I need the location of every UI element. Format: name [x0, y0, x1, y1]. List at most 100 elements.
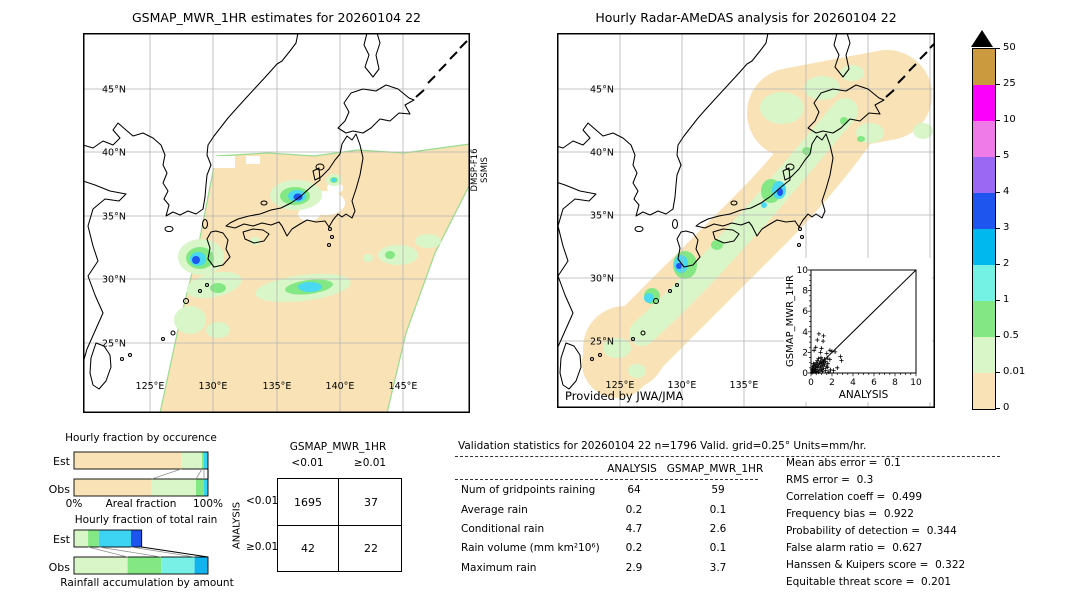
stats-value: 0.1 — [709, 504, 727, 516]
score-value: 0.3 — [856, 474, 874, 486]
bar-segment — [161, 557, 195, 574]
bar-segment — [203, 479, 208, 496]
scatter-point — [825, 361, 830, 366]
score-label: False alarm ratio — [786, 542, 892, 554]
lon-label: 140°E — [326, 381, 355, 392]
map-frame — [557, 33, 935, 408]
bar-segment — [127, 557, 162, 574]
scatter-point — [818, 364, 823, 369]
colorbar-segment — [973, 337, 995, 373]
svg-text:2: 2 — [802, 348, 808, 358]
gridlines — [557, 33, 935, 408]
lat-label: 30°N — [590, 274, 614, 285]
colorbar-tick — [996, 408, 1000, 409]
left-map-title: GSMAP_MWR_1HR estimates for 20260104 22 — [132, 10, 421, 25]
scatter-point — [824, 364, 829, 369]
precip-light — [603, 65, 933, 378]
scatter-point — [820, 363, 825, 368]
precip-intense — [676, 188, 783, 269]
divider — [455, 479, 758, 480]
inset-scatter-panel: 0 2 4 6 8 10 0 2 4 6 8 10 ANALYSIS GSMAP… — [784, 258, 932, 402]
stats-value: 64 — [627, 484, 641, 496]
stats-row-label: Num of gridpoints raining — [461, 484, 596, 496]
stats-value: 2.9 — [625, 562, 643, 574]
bar-segment — [181, 452, 202, 469]
colorbar-segment — [973, 301, 995, 337]
colorbar-label: 4 — [1003, 186, 1010, 197]
map-credit: Provided by JWA/JMA — [565, 389, 684, 403]
bar-segment — [74, 557, 128, 574]
row-label-est: Est — [53, 455, 71, 468]
score-row: RMS error0.3 — [786, 474, 873, 486]
colorbar-label: 2 — [1003, 258, 1010, 269]
score-value: 0.627 — [892, 542, 923, 554]
stats-value: 0.2 — [625, 504, 643, 516]
scatter-point — [824, 351, 829, 356]
score-row: Frequency bias0.922 — [786, 508, 914, 520]
inset-frame — [810, 269, 917, 374]
lon-label: 130°E — [199, 381, 228, 392]
svg-text:6: 6 — [802, 307, 808, 317]
scatter-point — [825, 365, 830, 370]
flow-connector — [130, 546, 195, 558]
totalrain-xlabel: Rainfall accumulation by amount — [60, 577, 234, 589]
contingency-row-title: ANALYSIS — [231, 501, 243, 550]
stats-value: 4.7 — [625, 523, 643, 535]
lat-label: 25°N — [102, 339, 126, 350]
scatter-point — [831, 368, 836, 373]
y-tick-labels: 0 2 4 6 8 10 — [797, 266, 809, 379]
contingency-cell: 1695 — [294, 496, 322, 509]
totalrain-chart-title: Hourly fraction of total rain — [74, 514, 218, 526]
colorbar-segment — [973, 193, 995, 229]
right-map: 45°N 40°N 35°N 30°N 25°N 125°E 130°E 135… — [557, 33, 935, 408]
bar-segment — [195, 479, 204, 496]
colorbar-label: 1 — [1003, 294, 1010, 305]
colorbar-tick — [996, 228, 1000, 229]
map-frame — [83, 33, 470, 413]
colorbar-label: 0 — [1003, 402, 1010, 413]
score-row: Mean abs error0.1 — [786, 457, 901, 469]
score-label: Correlation coeff — [786, 491, 892, 503]
contingency-cell: 22 — [364, 542, 378, 555]
lat-label: 25°N — [590, 337, 614, 348]
colorbar-label: 0.01 — [1003, 366, 1026, 377]
bar-segment — [74, 452, 182, 469]
colorbar-segment — [973, 373, 995, 409]
colorbar-tick — [996, 264, 1000, 265]
sensor-line2: SSMIS — [480, 156, 490, 184]
svg-text:6: 6 — [871, 378, 877, 388]
colorbar — [972, 48, 996, 410]
lat-label: 35°N — [102, 212, 126, 223]
flow-connector — [87, 546, 128, 558]
axis-ticks — [807, 269, 917, 377]
scatter-point — [821, 339, 826, 344]
x-tick-100: 100% — [192, 498, 224, 510]
colorbar-segment — [973, 49, 995, 85]
svg-text:8: 8 — [802, 287, 808, 297]
scatter-point — [822, 362, 827, 367]
colorbar-label: 50 — [1003, 42, 1016, 53]
sensor-note: DMSP-F16 SSMIS — [470, 125, 494, 215]
contingency-cell: 42 — [301, 542, 315, 555]
scatter-points — [809, 331, 844, 375]
scatter-point — [823, 359, 828, 364]
stats-value: 59 — [711, 484, 725, 496]
score-row: Hanssen & Kuipers score0.322 — [786, 559, 965, 571]
sensor-line1: DMSP-F16 — [470, 148, 480, 192]
contingency-row-label: ≥0.01 — [246, 541, 279, 553]
score-value: 0.344 — [926, 525, 957, 537]
lat-label: 35°N — [590, 211, 614, 222]
flow-connector — [195, 468, 203, 480]
svg-text:8: 8 — [892, 378, 898, 388]
score-label: Frequency bias — [786, 508, 884, 520]
score-value: 0.499 — [891, 491, 923, 503]
svg-text:4: 4 — [802, 328, 808, 338]
contingency-row-label: <0.01 — [246, 495, 279, 507]
divider — [455, 456, 1000, 457]
score-value: 0.201 — [921, 576, 952, 588]
bar-outline — [73, 529, 143, 548]
svg-text:10: 10 — [797, 266, 809, 276]
scatter-point — [819, 361, 824, 366]
score-row: Probability of detection0.344 — [786, 525, 957, 537]
score-label: RMS error — [786, 474, 857, 486]
